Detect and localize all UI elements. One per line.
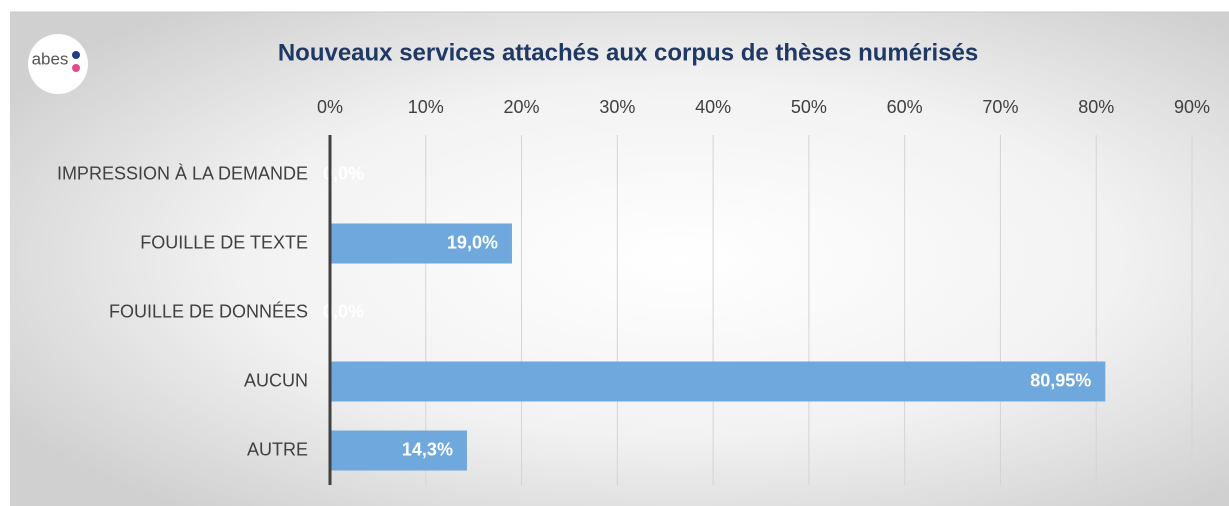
y-tick-label: FOUILLE DE DONNÉES [109, 301, 308, 321]
x-tick-label: 60% [887, 97, 923, 117]
bar [330, 430, 467, 471]
x-tick-label: 90% [1174, 97, 1210, 117]
logo-dot [72, 51, 80, 59]
y-tick-label: AUCUN [244, 370, 308, 390]
bar [330, 223, 512, 264]
y-tick-label: FOUILLE DE TEXTE [140, 232, 308, 252]
value-label: 80,95% [1030, 370, 1091, 390]
chart-title: Nouveaux services attachés aux corpus de… [278, 39, 978, 66]
bar [330, 361, 1106, 402]
x-tick-label: 50% [791, 97, 827, 117]
y-tick-label: IMPRESSION À LA DEMANDE [57, 163, 308, 183]
logo-dot [72, 64, 80, 72]
x-tick-label: 70% [982, 97, 1018, 117]
value-label: 14,3% [402, 439, 453, 459]
value-label: 0,0% [323, 301, 364, 321]
logo-circle [28, 34, 88, 94]
value-label: 19,0% [447, 232, 498, 252]
x-tick-label: 80% [1078, 97, 1114, 117]
x-tick-label: 40% [695, 97, 731, 117]
x-tick-label: 20% [504, 97, 540, 117]
logo: abes [32, 49, 69, 68]
x-tick-label: 30% [599, 97, 635, 117]
x-tick-label: 10% [408, 97, 444, 117]
x-tick-label: 0% [317, 97, 343, 117]
chart-background [10, 12, 1229, 506]
value-label: 0,0% [323, 163, 364, 183]
y-tick-label: AUTRE [247, 439, 308, 459]
